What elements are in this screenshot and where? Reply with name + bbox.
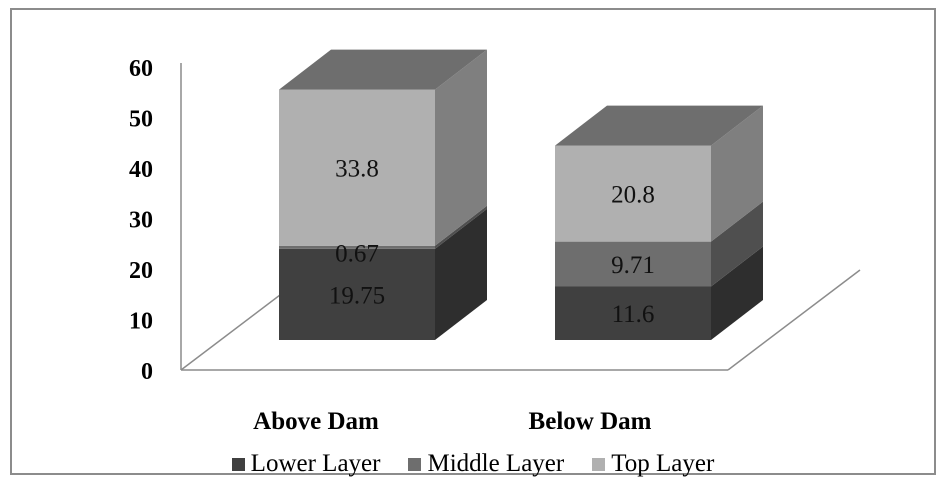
y-tick-label: 60 — [129, 56, 153, 82]
bar-front-above-dam-middle — [279, 245, 435, 249]
bar-side-above-dam-middle — [435, 205, 487, 249]
data-label-above-dam-middle: 0.67 — [335, 241, 379, 268]
bar-side-above-dam-lower — [435, 208, 487, 340]
bar-front-below-dam-top — [555, 145, 711, 242]
bar-side-below-dam-middle — [711, 201, 763, 287]
legend-item-lower-layer: Lower Layer — [231, 450, 381, 478]
legend: Lower Layer Middle Layer Top Layer — [0, 448, 946, 480]
legend-label: Lower Layer — [250, 450, 381, 477]
legend-swatch-lower-layer — [231, 457, 245, 471]
y-tick-label: 0 — [141, 359, 153, 385]
legend-swatch-middle-layer — [408, 457, 422, 471]
x-axis: Above Dam Below Dam — [253, 408, 651, 435]
bar-front-below-dam-middle — [555, 241, 711, 287]
bar-front-below-dam-lower — [555, 286, 711, 340]
y-tick-label: 40 — [129, 157, 153, 183]
data-label-below-dam-middle: 9.71 — [611, 252, 655, 279]
y-tick-label: 30 — [129, 208, 153, 234]
bar-side-below-dam-lower — [711, 246, 763, 340]
bar-side-below-dam-top — [711, 105, 763, 242]
y-axis: 0 10 20 30 40 50 60 — [129, 56, 153, 385]
floor-right-edge — [727, 269, 861, 371]
data-label-below-dam-lower: 11.6 — [612, 301, 655, 328]
legend-item-middle-layer: Middle Layer — [408, 450, 564, 478]
bar-top-below-dam — [555, 105, 763, 146]
data-label-above-dam-lower: 19.75 — [329, 282, 385, 309]
legend-label: Middle Layer — [427, 450, 565, 477]
data-label-above-dam-top: 33.8 — [335, 156, 379, 183]
bar-front-above-dam-top — [279, 89, 435, 246]
data-labels: 19.75 11.6 0.67 9.71 33.8 20.8 — [329, 156, 655, 329]
y-tick-label: 20 — [129, 258, 153, 284]
bar-top-above-dam — [279, 49, 487, 90]
category-label-above-dam: Above Dam — [253, 408, 379, 435]
data-label-below-dam-top: 20.8 — [611, 182, 655, 209]
category-label-below-dam: Below Dam — [529, 408, 652, 435]
bar-front-above-dam-lower — [279, 248, 435, 340]
chart-floor — [180, 63, 861, 371]
legend-label: Top Layer — [611, 450, 715, 477]
legend-item-top-layer: Top Layer — [592, 450, 714, 478]
legend-swatch-top-layer — [592, 457, 606, 471]
bar-stacks — [279, 49, 763, 340]
y-tick-label: 50 — [129, 107, 153, 133]
bar-side-above-dam-top — [435, 49, 487, 246]
y-tick-label: 10 — [129, 309, 153, 335]
